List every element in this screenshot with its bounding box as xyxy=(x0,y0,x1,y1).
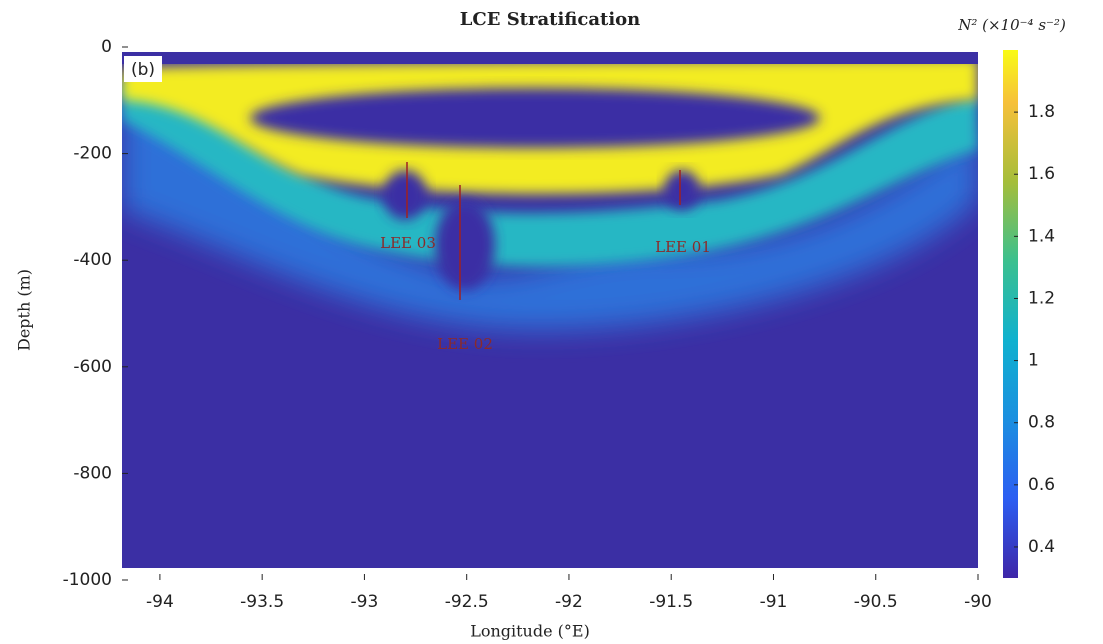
x-tick-label: -94 xyxy=(146,592,174,612)
colorbar-tick-label: 1.4 xyxy=(1028,226,1055,246)
panel-label-box xyxy=(124,56,162,82)
chart-title: LCE Stratification xyxy=(460,9,641,30)
y-tick-label: -1000 xyxy=(63,570,112,590)
colorbar-tick-label: 0.8 xyxy=(1028,413,1055,433)
colorbar-tick-label: 1 xyxy=(1028,351,1039,371)
y-tick-label: -600 xyxy=(73,357,112,377)
x-tick-label: -93 xyxy=(351,592,379,612)
annotation: LEE 01 xyxy=(655,238,711,256)
colorbar-tick-label: 1.2 xyxy=(1028,288,1055,308)
x-tick-label: -90 xyxy=(964,592,992,612)
colorbar-tick-label: 1.8 xyxy=(1028,102,1055,122)
colorbar-label: N² (×10⁻⁴ s⁻²) xyxy=(957,16,1066,34)
y-axis-label: Depth (m) xyxy=(15,269,34,351)
panel-label: (b) xyxy=(131,60,155,80)
annotation: LEE 02 xyxy=(437,335,493,353)
colorbar xyxy=(1003,50,1018,578)
colorbar-tick-label: 0.6 xyxy=(1028,475,1055,495)
x-tick-label: -92 xyxy=(555,592,583,612)
x-tick-label: -93.5 xyxy=(240,592,284,612)
x-tick-label: -91.5 xyxy=(649,592,693,612)
x-tick-label: -92.5 xyxy=(445,592,489,612)
x-axis-label: Longitude (°E) xyxy=(470,622,590,641)
colorbar-tick-label: 0.4 xyxy=(1028,537,1055,557)
y-tick-label: 0 xyxy=(101,37,112,57)
y-tick-label: -400 xyxy=(73,250,112,270)
y-tick-label: -200 xyxy=(73,144,112,164)
x-tick-label: -90.5 xyxy=(854,592,898,612)
heatmap-field xyxy=(122,47,978,580)
x-tick-label: -91 xyxy=(760,592,788,612)
y-tick-label: -800 xyxy=(73,463,112,483)
annotation: LEE 03 xyxy=(380,234,436,252)
colorbar-tick-label: 1.6 xyxy=(1028,164,1055,184)
